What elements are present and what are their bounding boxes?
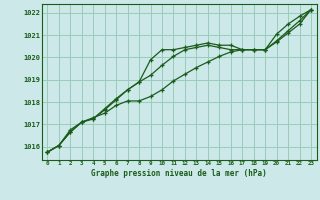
X-axis label: Graphe pression niveau de la mer (hPa): Graphe pression niveau de la mer (hPa) bbox=[91, 169, 267, 178]
